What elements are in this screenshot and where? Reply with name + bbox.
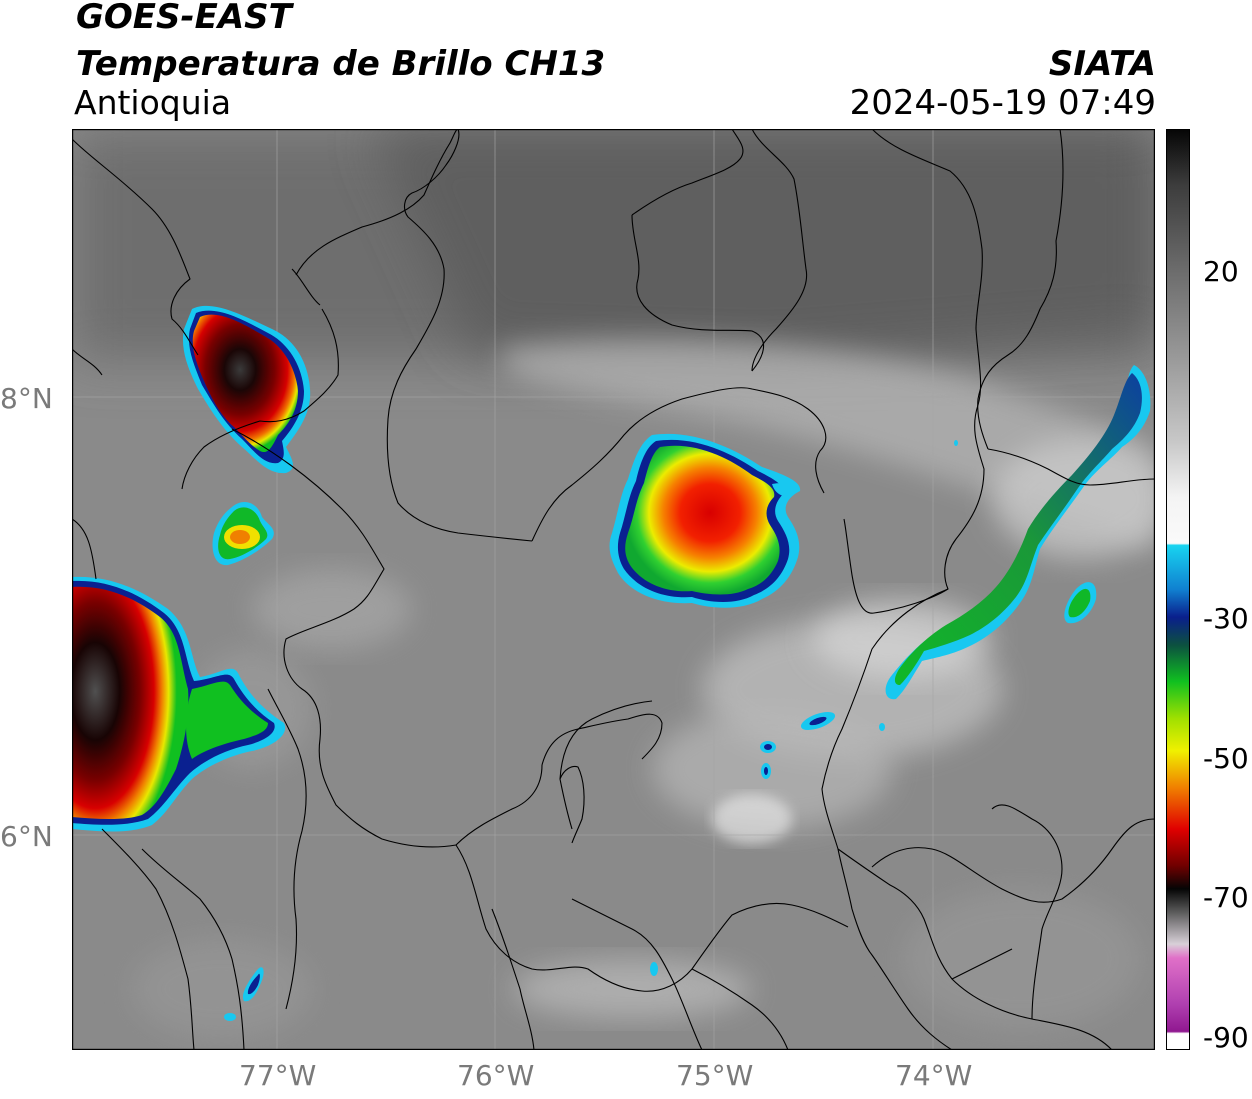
storm-cell-central (609, 433, 801, 608)
storm-cell-west (72, 576, 286, 832)
lon-label-77w: 77°W (239, 1059, 317, 1092)
storm-cell-small (212, 502, 274, 566)
colorbar-tick-minus30: -30 (1203, 602, 1249, 635)
lat-label-6n: 6°N (0, 820, 53, 853)
lon-label-76w: 76°W (457, 1059, 535, 1092)
lat-label-8n: 8°N (0, 382, 53, 415)
product-title: Temperatura de Brillo CH13 (76, 44, 606, 84)
region-label: Antioquia (74, 83, 232, 122)
storm-cell-southwest (224, 967, 264, 1021)
colorbar-tick-minus50: -50 (1203, 742, 1249, 775)
lon-label-75w: 75°W (676, 1059, 754, 1092)
storm-cell-northwest (182, 305, 311, 474)
lon-label-74w: 74°W (895, 1059, 973, 1092)
organization-label: SIATA (1048, 44, 1156, 84)
storm-line-east (650, 365, 1151, 976)
temperature-colorbar (1166, 129, 1190, 1050)
satellite-map (72, 129, 1155, 1050)
map-title: GOES-EAST (76, 0, 292, 37)
boundary-lines (72, 129, 1155, 1050)
colorbar-tick-minus70: -70 (1203, 881, 1249, 914)
colorbar-tick-20: 20 (1203, 255, 1239, 288)
colorbar-tick-minus90: -90 (1203, 1021, 1249, 1054)
datetime-label: 2024-05-19 07:49 (849, 83, 1156, 123)
